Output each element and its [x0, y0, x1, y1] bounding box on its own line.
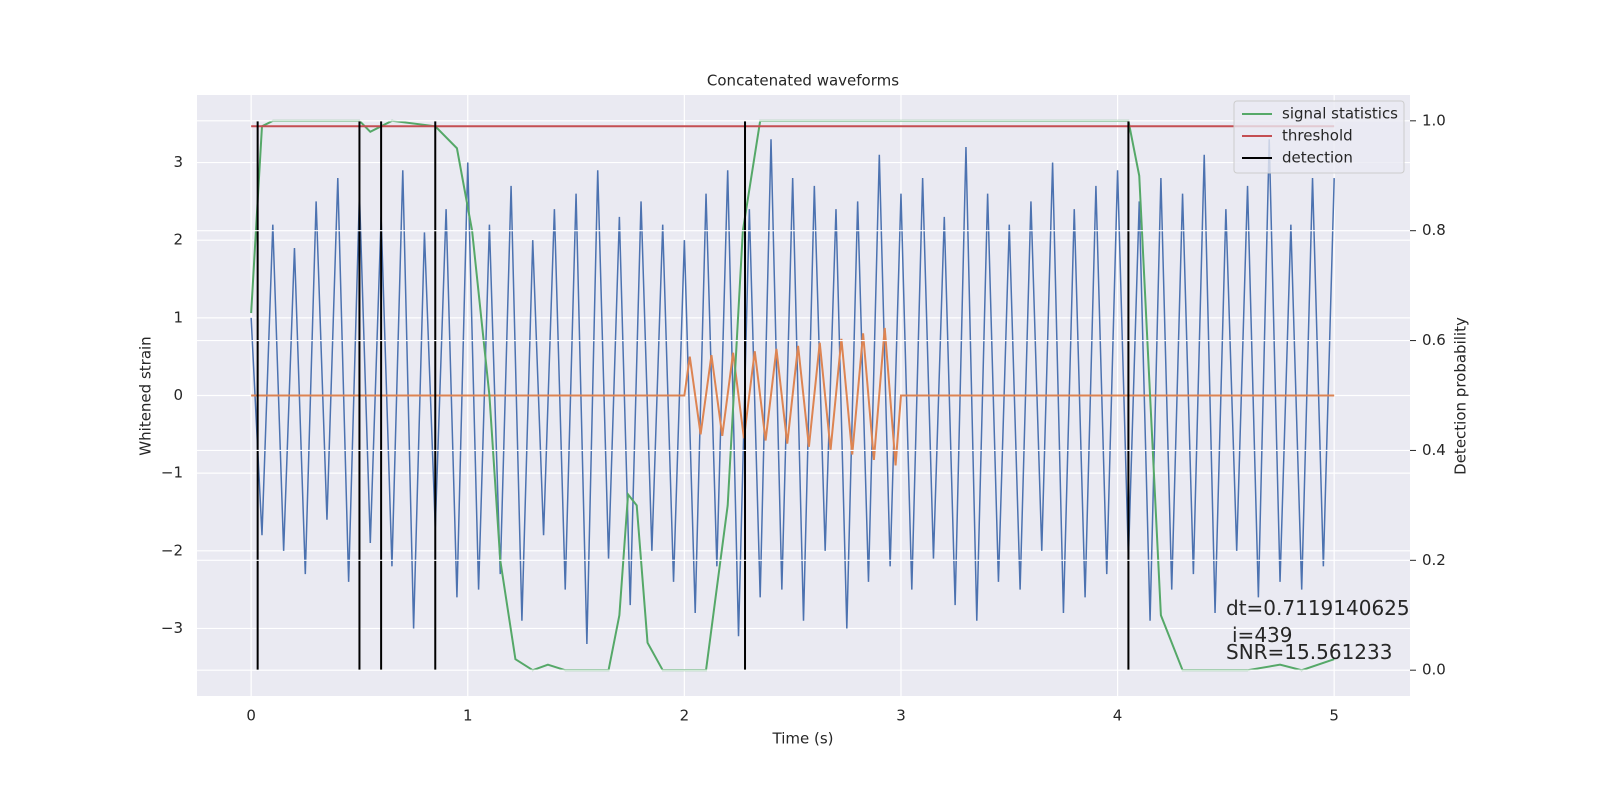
y2-tick-label: 0.2	[1422, 551, 1446, 569]
y-tick-label: −2	[161, 541, 183, 559]
x-tick-label: 5	[1329, 707, 1339, 725]
y-axis-label: Whitened strain	[137, 336, 155, 455]
legend-box	[1233, 100, 1405, 174]
series-line	[250, 119, 1335, 672]
annotation: dt=0.7119140625	[1226, 596, 1410, 620]
y2-tick-label: 0.4	[1422, 441, 1446, 459]
x-tick-label: 4	[1113, 707, 1123, 725]
y2-axis-label: Detection probability	[1452, 317, 1470, 475]
chart-title: Concatenated waveforms	[707, 72, 899, 90]
x-tick-label: 1	[463, 707, 473, 725]
y2-tick-label: 0.6	[1422, 331, 1446, 349]
y2-tick-label: 1.0	[1422, 111, 1446, 129]
x-tick-label: 0	[246, 707, 256, 725]
legend-label: detection	[1282, 149, 1353, 167]
x-tick-label: 3	[896, 707, 906, 725]
y2-tick-label: 0.8	[1422, 221, 1446, 239]
legend-label: threshold	[1282, 127, 1353, 145]
annotation: SNR=15.561233	[1226, 640, 1392, 664]
y-tick-label: 3	[173, 153, 183, 171]
y-tick-label: 0	[173, 386, 183, 404]
x-tick-label: 2	[680, 707, 690, 725]
series-line	[251, 327, 1335, 466]
y-tick-label: −3	[161, 619, 183, 637]
annotation: i=439	[1232, 623, 1293, 647]
y2-tick-label: 0.0	[1422, 661, 1446, 679]
y-tick-label: −1	[161, 464, 183, 482]
x-axis-label: Time (s)	[772, 730, 834, 748]
y-tick-label: 2	[173, 231, 183, 249]
legend-label: signal statistics	[1282, 105, 1398, 123]
y-tick-label: 1	[173, 308, 183, 326]
